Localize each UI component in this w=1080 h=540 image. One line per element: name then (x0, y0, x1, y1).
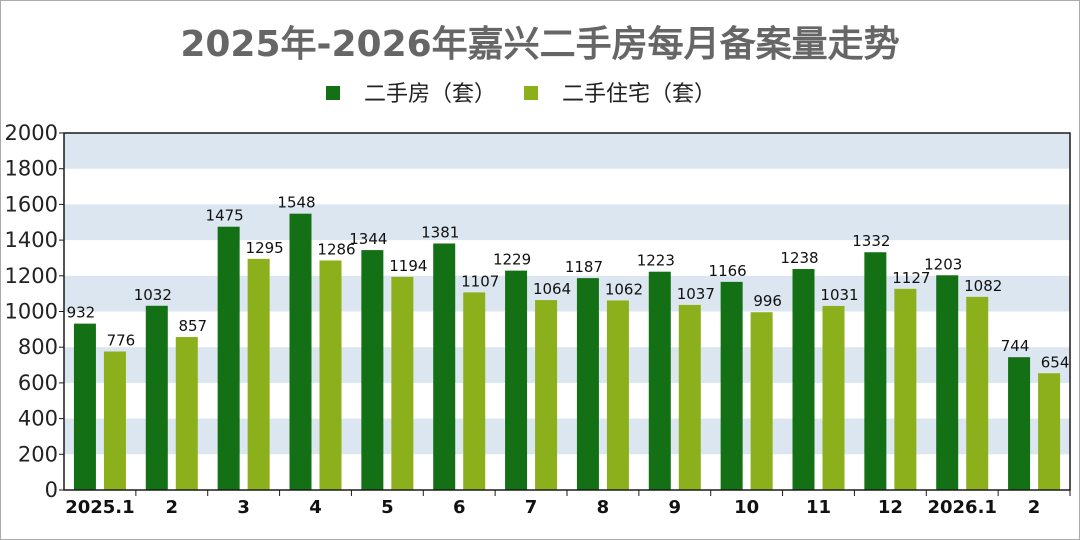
bar-series-1 (648, 271, 671, 490)
plot-border (63, 132, 1071, 491)
legend-swatch-series-2 (524, 86, 538, 100)
bar-series-2 (1038, 373, 1061, 490)
y-tick-label: 0 (45, 478, 58, 502)
y-tick-label: 800 (18, 335, 58, 359)
bar-series-1 (720, 281, 743, 490)
data-label-series-1: 1032 (134, 286, 172, 304)
y-tick-label: 200 (18, 442, 58, 466)
data-label-series-2: 996 (753, 292, 782, 310)
bar-series-1 (505, 270, 528, 490)
background-band (64, 133, 1070, 169)
x-tick-label: 8 (597, 497, 610, 518)
bar-series-2 (535, 300, 558, 490)
bar-series-1 (864, 252, 887, 490)
data-label-series-2: 1031 (820, 286, 858, 304)
y-tick-label: 1800 (5, 157, 58, 181)
background-band (64, 347, 1070, 383)
bar-series-1 (936, 275, 959, 490)
data-label-series-1: 1475 (206, 207, 244, 225)
x-tick-label: 12 (878, 497, 903, 518)
x-tick-label: 3 (237, 497, 250, 518)
data-label-series-1: 1166 (709, 262, 747, 280)
data-label-series-2: 776 (107, 331, 136, 349)
chart-title: 2025年-2026年嘉兴二手房每月备案量走势 (180, 24, 899, 65)
data-label-series-2: 1037 (677, 285, 715, 303)
y-tick-label: 600 (18, 371, 58, 395)
data-label-series-1: 744 (1001, 337, 1030, 355)
bar-series-2 (391, 276, 414, 490)
legend-label-series-1: 二手房（套） (364, 82, 496, 107)
x-tick-label: 2025.1 (65, 497, 134, 518)
data-label-series-2: 1286 (317, 240, 355, 258)
data-label-series-1: 1332 (852, 232, 890, 250)
bar-series-1 (1008, 357, 1031, 490)
y-tick-label: 1400 (5, 228, 58, 252)
bar-series-1 (433, 243, 456, 490)
bar-series-1 (576, 278, 599, 490)
data-label-series-1: 1548 (277, 194, 315, 212)
data-label-series-2: 1295 (246, 239, 284, 257)
y-tick-label: 1200 (5, 264, 58, 288)
bar-series-2 (750, 312, 773, 490)
bar-series-1 (73, 323, 96, 490)
bar-series-1 (145, 305, 168, 490)
x-tick-label: 7 (525, 497, 538, 518)
bar-series-2 (894, 288, 917, 490)
bar-series-1 (289, 213, 312, 490)
bar-series-2 (319, 260, 342, 490)
data-label-series-2: 857 (178, 317, 207, 335)
y-tick-label: 1000 (5, 300, 58, 324)
data-label-series-1: 1223 (637, 252, 675, 270)
data-label-series-2: 1064 (533, 280, 571, 298)
data-label-series-2: 1127 (892, 269, 930, 287)
x-tick-label: 10 (734, 497, 759, 518)
data-label-series-1: 1203 (924, 255, 962, 273)
y-tick-label: 2000 (5, 121, 58, 145)
data-label-series-2: 1062 (605, 280, 643, 298)
data-label-series-1: 1238 (780, 249, 818, 267)
bar-series-2 (247, 258, 270, 490)
x-tick-label: 11 (806, 497, 831, 518)
background-band (64, 418, 1070, 455)
bar-series-2 (822, 305, 845, 490)
bar-series-2 (606, 300, 629, 490)
bar-series-2 (463, 292, 486, 490)
legend-label-series-2: 二手住宅（套） (562, 82, 716, 107)
data-label-series-1: 932 (67, 304, 96, 322)
data-label-series-2: 1194 (389, 257, 427, 275)
bar-series-1 (792, 269, 815, 490)
x-tick-label: 2 (1028, 497, 1041, 518)
x-tick-label: 4 (309, 497, 322, 518)
bar-series-1 (217, 226, 240, 490)
bar-series-2 (966, 296, 989, 490)
x-tick-label: 2026.1 (927, 497, 996, 518)
legend: 二手房（套） 二手住宅（套） (326, 82, 716, 107)
data-label-series-2: 654 (1041, 353, 1070, 371)
data-label-series-2: 1107 (461, 272, 499, 290)
x-tick-label: 5 (381, 497, 394, 518)
legend-swatch-series-1 (326, 86, 340, 100)
y-tick-label: 1600 (5, 192, 58, 216)
x-tick-label: 2 (166, 497, 179, 518)
plot-area: 0200400600800100012001400160018002000932… (5, 121, 1071, 518)
data-label-series-1: 1344 (349, 230, 387, 248)
bar-series-2 (175, 337, 198, 490)
data-label-series-1: 1229 (493, 251, 531, 269)
x-tick-label: 6 (453, 497, 466, 518)
bar-series-2 (678, 304, 701, 490)
x-tick-label: 9 (669, 497, 682, 518)
data-label-series-1: 1381 (421, 223, 459, 241)
bar-series-2 (103, 351, 126, 490)
data-label-series-2: 1082 (964, 277, 1002, 295)
y-tick-label: 400 (18, 407, 58, 431)
bar-series-1 (361, 250, 384, 490)
data-label-series-1: 1187 (565, 258, 603, 276)
